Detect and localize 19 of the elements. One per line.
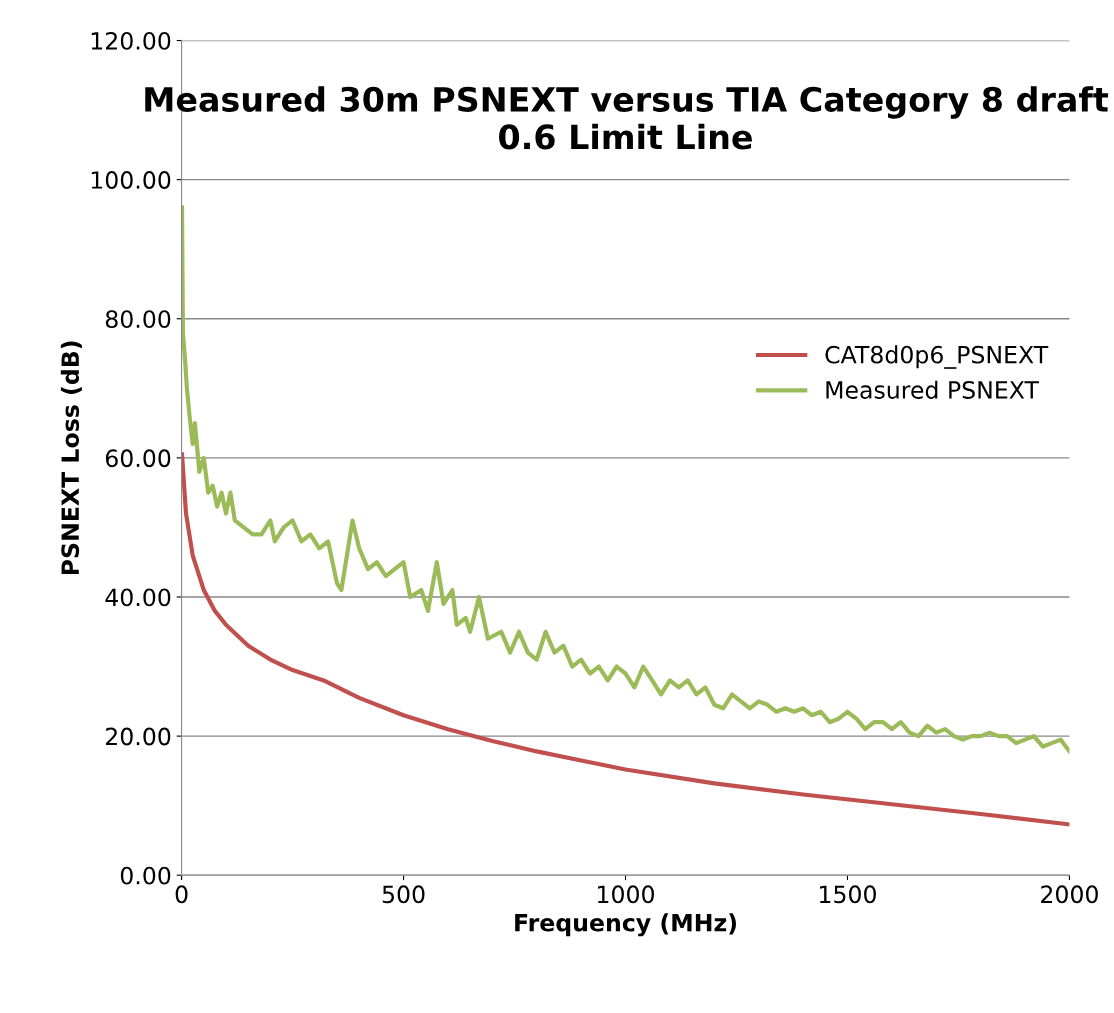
legend-label: CAT8d0p6_PSNEXT: [825, 345, 1049, 369]
y-tick-label: 0.00: [120, 866, 171, 885]
y-tick-label: 120.00: [91, 31, 171, 50]
x-axis-title: Frequency (MHz): [515, 913, 736, 937]
y-tick-label: 80.00: [105, 310, 171, 329]
x-tick-label: 1000: [598, 885, 654, 904]
y-axis-title: PSNEXT Loss (dB): [60, 341, 82, 575]
x-tick-label: 0: [175, 885, 188, 904]
line-series: [181, 205, 1070, 754]
x-tick-label: 2000: [1041, 885, 1098, 904]
y-tick-label: 20.00: [106, 727, 171, 746]
x-tick-label: 1500: [820, 885, 876, 904]
line-series: [181, 452, 1070, 827]
y-tick-label: 60.00: [105, 449, 171, 468]
text: Measured 30m PSNEXT versus TIA Category 8 draft 0.6 Limit Line: [145, 86, 1109, 150]
y-tick-label: 100.00: [91, 171, 171, 189]
x-tick-label: 500: [382, 885, 425, 904]
legend-label: Measured PSNEXT: [826, 380, 1039, 399]
y-tick-label: 40.00: [105, 588, 171, 607]
